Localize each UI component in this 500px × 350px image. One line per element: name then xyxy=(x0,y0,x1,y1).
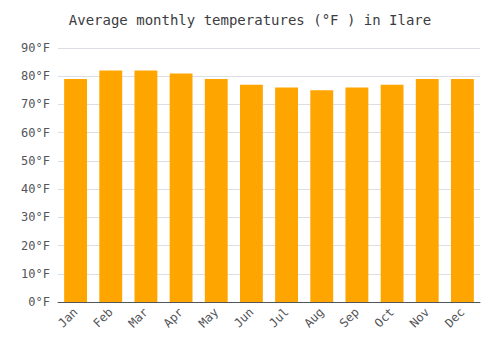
svg-text:Jul: Jul xyxy=(266,305,291,330)
svg-text:Dec: Dec xyxy=(442,305,467,330)
svg-text:Jun: Jun xyxy=(231,305,256,330)
svg-text:Aug: Aug xyxy=(301,305,326,330)
svg-text:30°F: 30°F xyxy=(21,210,50,224)
svg-text:Feb: Feb xyxy=(90,305,115,330)
svg-text:20°F: 20°F xyxy=(21,239,50,253)
svg-text:Mar: Mar xyxy=(126,305,151,330)
svg-text:Nov: Nov xyxy=(407,305,432,330)
svg-text:Oct: Oct xyxy=(372,305,397,330)
svg-text:10°F: 10°F xyxy=(21,267,50,281)
svg-text:50°F: 50°F xyxy=(21,154,50,168)
svg-text:Jan: Jan xyxy=(55,305,80,330)
svg-text:40°F: 40°F xyxy=(21,182,50,196)
svg-text:80°F: 80°F xyxy=(21,69,50,83)
svg-text:0°F: 0°F xyxy=(28,295,50,309)
svg-text:90°F: 90°F xyxy=(21,41,50,55)
svg-text:Average monthly temperatures (: Average monthly temperatures (°F ) in Il… xyxy=(69,12,431,28)
svg-text:70°F: 70°F xyxy=(21,97,50,111)
svg-text:Apr: Apr xyxy=(161,305,186,330)
svg-text:Sep: Sep xyxy=(337,305,362,330)
svg-text:May: May xyxy=(196,305,221,330)
svg-text:60°F: 60°F xyxy=(21,126,50,140)
